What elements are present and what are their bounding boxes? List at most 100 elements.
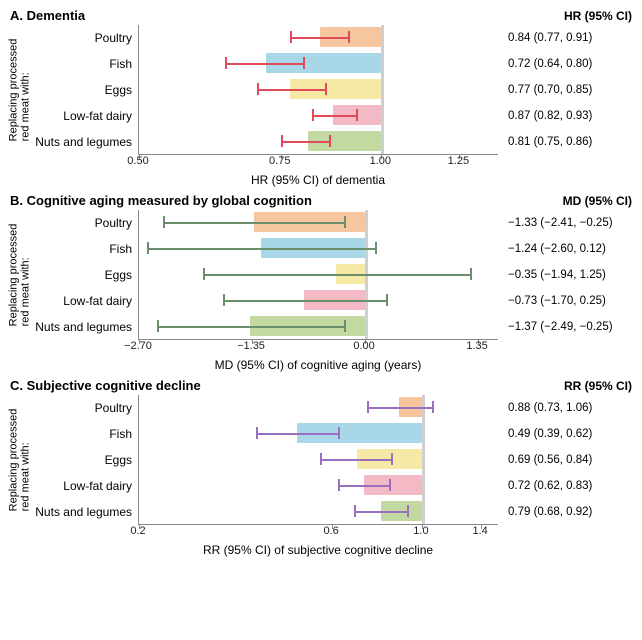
forest-row <box>139 262 498 288</box>
forest-row <box>139 103 498 129</box>
x-tick-label: 1.0 <box>413 525 428 537</box>
forest-row <box>139 314 498 340</box>
x-tick-label: 0.00 <box>353 340 374 352</box>
y-axis-label: Replacing processedred meat with: <box>10 25 28 155</box>
error-bar <box>367 407 433 409</box>
category-column: PoultryFishEggsLow-fat dairyNuts and leg… <box>28 25 138 155</box>
x-axis-label: RR (95% CI) of subjective cognitive decl… <box>138 543 498 557</box>
error-cap <box>290 31 292 43</box>
x-tick-label: 1.4 <box>472 525 487 537</box>
error-cap <box>344 216 346 228</box>
x-tick-row: 0.500.751.001.25 <box>138 155 498 173</box>
plot-area <box>138 210 498 340</box>
category-column: PoultryFishEggsLow-fat dairyNuts and leg… <box>28 210 138 340</box>
category-label: Nuts and legumes <box>28 321 132 333</box>
error-bar <box>256 433 337 435</box>
x-tick-label: 0.50 <box>127 155 148 167</box>
value-column: −1.33 (−2.41, −0.25) −1.24 (−2.60, 0.12) −… <box>498 210 628 340</box>
error-cap <box>348 31 350 43</box>
error-cap <box>367 401 369 413</box>
error-cap <box>325 83 327 95</box>
forest-row <box>139 288 498 314</box>
effect-value: 0.79 (0.68, 0.92) <box>508 506 628 518</box>
category-column: PoultryFishEggsLow-fat dairyNuts and leg… <box>28 395 138 525</box>
effect-value: 0.77 (0.70, 0.85) <box>508 84 628 96</box>
forest-row <box>139 25 498 51</box>
error-cap <box>389 479 391 491</box>
effect-value: 0.72 (0.62, 0.83) <box>508 480 628 492</box>
y-axis-label: Replacing processedred meat with: <box>10 395 28 525</box>
effect-value: 0.69 (0.56, 0.84) <box>508 454 628 466</box>
x-tick-label: 1.00 <box>370 155 391 167</box>
error-cap <box>223 294 225 306</box>
error-cap <box>203 268 205 280</box>
effect-value: −0.35 (−1.94, 1.25) <box>508 269 628 281</box>
error-cap <box>407 505 409 517</box>
error-bar <box>163 222 344 224</box>
error-cap <box>386 294 388 306</box>
error-bar <box>354 511 407 513</box>
error-bar <box>312 115 356 117</box>
plot-area <box>138 25 498 155</box>
error-cap <box>375 242 377 254</box>
x-tick-label: 0.75 <box>269 155 290 167</box>
forest-figure: A. DementiaHR (95% CI) Replacing processe… <box>10 8 632 557</box>
error-cap <box>391 453 393 465</box>
category-label: Fish <box>28 243 132 255</box>
effect-value: 0.49 (0.39, 0.62) <box>508 428 628 440</box>
panel-body: Replacing processedred meat with:Poultry… <box>10 25 632 155</box>
error-cap <box>338 479 340 491</box>
category-label: Poultry <box>28 402 132 414</box>
error-cap <box>257 83 259 95</box>
category-label: Low-fat dairy <box>28 110 132 122</box>
category-label: Low-fat dairy <box>28 295 132 307</box>
effect-value: −1.33 (−2.41, −0.25) <box>508 217 628 229</box>
error-cap <box>163 216 165 228</box>
x-axis-label: MD (95% CI) of cognitive aging (years) <box>138 358 498 372</box>
x-tick-row: 0.20.61.01.4 <box>138 525 498 543</box>
category-label: Eggs <box>28 454 132 466</box>
panel-body: Replacing processedred meat with:Poultry… <box>10 395 632 525</box>
error-cap <box>157 320 159 332</box>
forest-row <box>139 236 498 262</box>
error-bar <box>320 459 391 461</box>
forest-row <box>139 51 498 77</box>
category-label: Nuts and legumes <box>28 506 132 518</box>
category-label: Fish <box>28 58 132 70</box>
y-axis-label: Replacing processedred meat with: <box>10 210 28 340</box>
panel-title-row: A. DementiaHR (95% CI) <box>10 8 632 23</box>
error-bar <box>147 248 375 250</box>
panel-title: B. Cognitive aging measured by global co… <box>10 193 312 208</box>
value-column-head: HR (95% CI) <box>564 9 632 23</box>
effect-value: 0.88 (0.73, 1.06) <box>508 402 628 414</box>
error-bar <box>223 300 386 302</box>
x-tick-label: 1.25 <box>448 155 469 167</box>
error-bar <box>203 274 470 276</box>
x-tick-row: −2.70−1.350.001.35 <box>138 340 498 358</box>
forest-row <box>139 447 498 473</box>
category-label: Poultry <box>28 32 132 44</box>
forest-row <box>139 473 498 499</box>
effect-value: −1.24 (−2.60, 0.12) <box>508 243 628 255</box>
error-cap <box>470 268 472 280</box>
value-column: 0.84 (0.77, 0.91)0.72 (0.64, 0.80)0.77 (… <box>498 25 628 155</box>
forest-row <box>139 395 498 421</box>
forest-row <box>139 499 498 525</box>
effect-value: −1.37 (−2.49, −0.25) <box>508 321 628 333</box>
x-tick-label: 0.6 <box>323 525 338 537</box>
error-bar <box>257 89 325 91</box>
forest-row <box>139 210 498 236</box>
error-bar <box>281 141 329 143</box>
error-bar <box>157 326 345 328</box>
value-column-head: RR (95% CI) <box>564 379 632 393</box>
forest-row <box>139 129 498 155</box>
error-cap <box>329 135 331 147</box>
forest-row <box>139 77 498 103</box>
error-cap <box>312 109 314 121</box>
error-cap <box>281 135 283 147</box>
error-cap <box>432 401 434 413</box>
panel-body: Replacing processedred meat with:Poultry… <box>10 210 632 340</box>
category-label: Eggs <box>28 269 132 281</box>
error-cap <box>338 427 340 439</box>
error-bar <box>290 37 348 39</box>
